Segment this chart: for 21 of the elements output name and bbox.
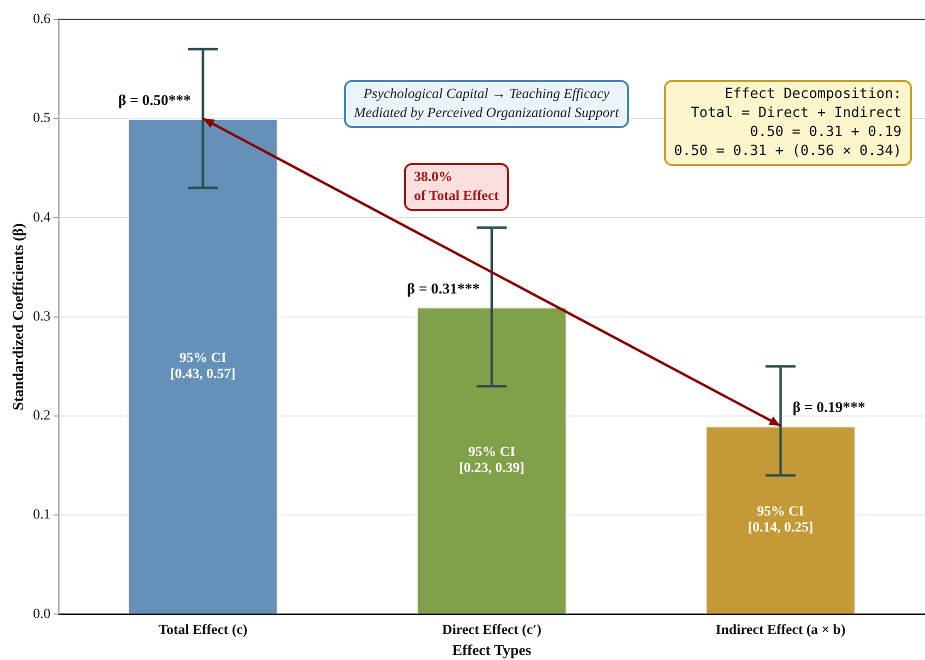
y-tick-label: 0.1 [33, 508, 50, 523]
y-tick-label: 0.0 [33, 606, 50, 622]
annotation: Effect Decomposition: Total = Direct + Indirect 0.50 = 0.31 + 0.19 0.50 = 0.31 + (0.56 × 0.34) [664, 80, 912, 166]
x-tick-label: Direct Effect (c′) [442, 623, 542, 638]
annotation: 95% CI [0.23, 0.39] [459, 445, 524, 476]
data-label: β = 0.31*** [407, 281, 480, 298]
data-label: β = 0.19*** [792, 400, 866, 416]
annotation: 95% CI [0.14, 0.25] [748, 504, 814, 536]
x-tick-label: Total Effect (c) [158, 623, 248, 638]
annotation: Psychological Capital → Teaching Efficacy Mediated by Perceived Organizational Support [344, 80, 629, 128]
data-label: β = 0.50*** [118, 92, 191, 109]
x-axis-title: Effect Types [452, 642, 532, 659]
y-tick-label: 0.6 [33, 12, 50, 28]
annotation: 95% CI [0.43, 0.57] [170, 350, 236, 382]
y-tick-label: 0.5 [33, 111, 50, 126]
annotation: 38.0% of Total Effect [404, 163, 509, 211]
y-tick-label: 0.4 [33, 210, 50, 226]
y-tick-label: 0.3 [33, 309, 50, 324]
y-tick-label: 0.2 [33, 408, 50, 424]
y-axis-title: Standardized Coefficients (β) [10, 223, 27, 410]
x-tick-label: Indirect Effect (a × b) [716, 623, 846, 638]
